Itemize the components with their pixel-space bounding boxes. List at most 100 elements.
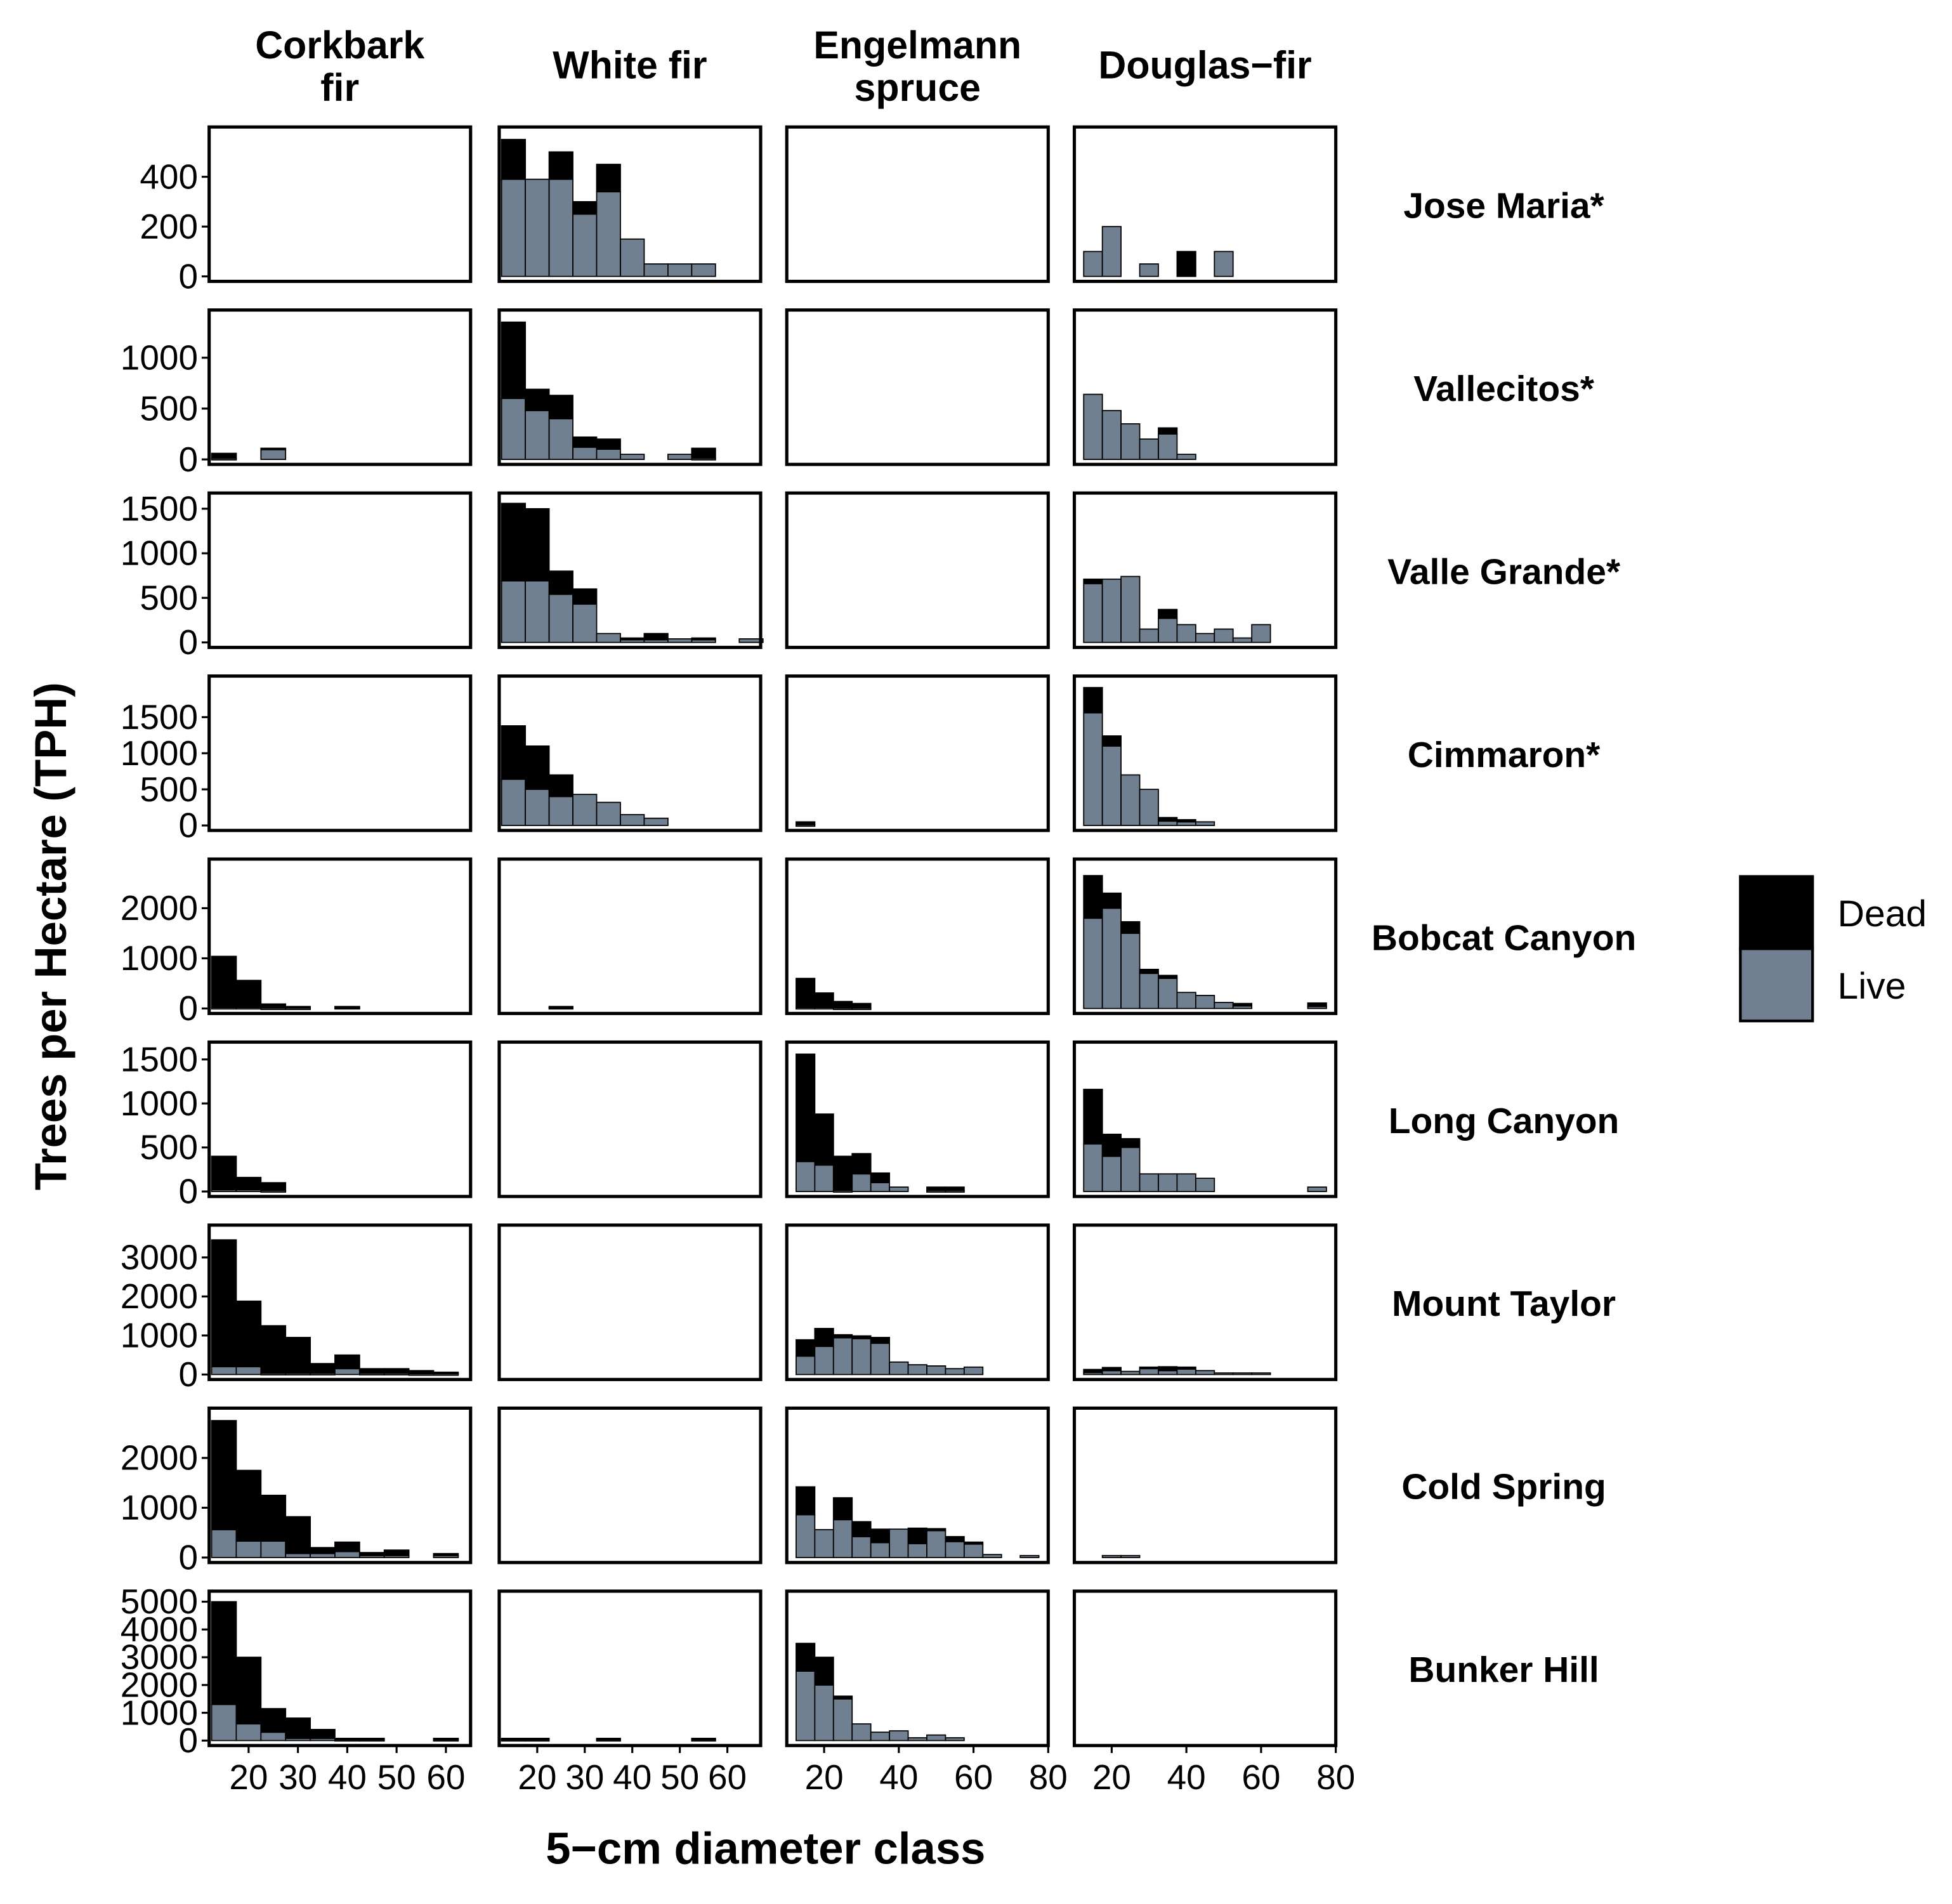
bar-dead-r7-c2-3 [851, 1521, 872, 1537]
row-label-8: Bunker Hill [1408, 1650, 1599, 1690]
bar-dead-r3-c1-2 [548, 774, 573, 798]
panel-frame-r2-c0 [207, 491, 473, 649]
bar-dead-r7-c0-4 [310, 1547, 336, 1554]
y-tick-label-8-5: 5000 [121, 1582, 198, 1621]
x-tick-label-c1-0: 20 [518, 1757, 556, 1797]
bar-live-r6-c2-0 [796, 1355, 816, 1375]
bar-dead-r0-c1-0 [501, 138, 527, 180]
bar-dead-r0-c1-2 [548, 151, 573, 180]
bar-live-r8-c2-7 [926, 1734, 947, 1742]
bar-dead-r8-c0-5 [334, 1738, 360, 1741]
bar-live-r6-c0-0 [211, 1366, 237, 1375]
bar-dead-r3-c1-1 [525, 745, 550, 791]
bar-live-r7-c0-0 [211, 1529, 237, 1558]
bar-live-r7-c2-1 [814, 1529, 834, 1558]
panel-frame-r8-c3 [1072, 1589, 1338, 1747]
bar-dead-r3-c3-4 [1158, 817, 1178, 822]
bar-live-r2-c1-0 [501, 580, 527, 643]
panel-frame-r3-c0 [207, 674, 473, 832]
bar-live-r3-c3-3 [1139, 789, 1159, 826]
x-tick-label-c3-0: 20 [1092, 1757, 1131, 1797]
legend-swatch-dead [1739, 875, 1814, 950]
row-label-5: Long Canyon [1389, 1101, 1620, 1141]
bar-live-r1-c1-0 [501, 398, 527, 460]
y-tick-label-2-1: 500 [140, 578, 198, 617]
bar-dead-r6-c0-7 [383, 1368, 410, 1374]
y-tick-label-5-3: 1500 [121, 1039, 198, 1079]
panel-frame-r4-c3 [1072, 857, 1338, 1015]
y-tick-label-4-1: 1000 [121, 938, 198, 978]
bar-dead-r7-c0-8 [433, 1553, 459, 1556]
bar-live-r4-c3-1 [1101, 907, 1122, 1009]
panel-frame-r1-c2 [785, 308, 1050, 466]
bar-live-r3-c3-0 [1083, 712, 1103, 826]
bar-live-r7-c0-2 [260, 1540, 287, 1558]
panel-frame-r6-c0 [207, 1223, 473, 1381]
bar-dead-r6-c0-8 [408, 1370, 435, 1375]
y-tick-label-8-0: 0 [178, 1721, 198, 1760]
bar-live-r5-c2-4 [870, 1182, 891, 1192]
bar-dead-r7-c0-1 [235, 1469, 262, 1542]
y-tick-label-8-1: 1000 [121, 1693, 198, 1732]
bar-dead-r2-c3-0 [1083, 578, 1103, 584]
y-tick-label-6-3: 3000 [121, 1238, 198, 1277]
y-tick-label-1-2: 1000 [121, 338, 198, 377]
bar-live-r4-c3-2 [1120, 933, 1141, 1009]
x-tick-label-c0-4: 60 [426, 1757, 465, 1797]
bar-live-r7-c3-1 [1120, 1554, 1141, 1558]
bar-live-r2-c3-9 [1251, 624, 1271, 643]
panel-frame-r5-c0 [207, 1040, 473, 1198]
bar-dead-r5-c3-1 [1101, 1133, 1122, 1157]
panel-frame-r4-c0 [207, 857, 473, 1015]
bar-dead-r5-c2-0 [796, 1053, 816, 1162]
panel-frame-r1-c0 [207, 308, 473, 466]
bar-dead-r6-c2-3 [851, 1335, 872, 1339]
bar-live-r5-c3-5 [1176, 1173, 1196, 1192]
bar-dead-r3-c1-0 [501, 725, 527, 780]
bar-dead-r2-c1-5 [620, 637, 645, 641]
bar-dead-r3-c3-0 [1083, 686, 1103, 714]
bar-dead-r4-c2-3 [851, 1002, 872, 1009]
y-tick-label-6-1: 1000 [121, 1316, 198, 1355]
bar-live-r0-c3-0 [1083, 251, 1103, 277]
bar-live-r2-c3-3 [1139, 628, 1159, 643]
column-title-0-line-0: Corkbark [255, 23, 424, 67]
panel-frame-r6-c3 [1072, 1223, 1338, 1381]
bar-live-r7-c3-0 [1101, 1554, 1122, 1558]
bar-dead-r8-c2-2 [832, 1695, 853, 1700]
bar-live-r4-c3-5 [1176, 992, 1196, 1009]
bar-live-r2-c1-9 [738, 638, 764, 643]
bar-live-r2-c3-4 [1158, 617, 1178, 643]
bar-live-r5-c2-1 [814, 1164, 834, 1192]
y-tick-label-3-3: 1500 [121, 697, 198, 737]
bar-dead-r2-c1-8 [691, 637, 716, 641]
bar-live-r3-c3-2 [1120, 774, 1141, 826]
bar-live-r6-c3-1 [1101, 1370, 1122, 1375]
y-tick-label-0-0: 0 [178, 256, 198, 296]
bar-live-r8-c2-3 [851, 1723, 872, 1742]
bar-live-r1-c1-5 [620, 454, 645, 461]
bar-live-r6-c2-4 [870, 1343, 891, 1375]
y-tick-label-6-0: 0 [178, 1355, 198, 1394]
panel-frame-r0-c3 [1072, 125, 1338, 284]
bar-live-r7-c2-11 [1019, 1554, 1040, 1558]
bar-live-r4-c3-6 [1195, 995, 1215, 1009]
bar-live-r0-c1-4 [596, 191, 621, 277]
x-tick-label-c1-1: 30 [565, 1757, 604, 1797]
bar-dead-r0-c1-4 [596, 164, 621, 193]
panel-frame-r7-c3 [1072, 1406, 1338, 1565]
y-tick-label-1-0: 0 [178, 440, 198, 479]
panel-frame-r7-c2 [785, 1406, 1050, 1565]
y-tick-label-0-2: 400 [140, 157, 198, 196]
bar-dead-r8-c2-0 [796, 1643, 816, 1672]
x-tick-label-c1-4: 60 [708, 1757, 747, 1797]
bar-dead-r5-c2-6 [926, 1186, 947, 1192]
y-tick-label-5-1: 500 [140, 1127, 198, 1167]
bar-dead-r5-c3-2 [1120, 1138, 1141, 1148]
bar-live-r6-c3-2 [1120, 1370, 1141, 1375]
panel-frame-r0-c0 [207, 125, 473, 284]
bar-dead-r7-c0-7 [383, 1549, 410, 1556]
row-label-1: Vallecitos* [1413, 369, 1595, 409]
x-tick-label-c3-1: 40 [1167, 1757, 1206, 1797]
bar-dead-r6-c3-3 [1139, 1366, 1159, 1370]
